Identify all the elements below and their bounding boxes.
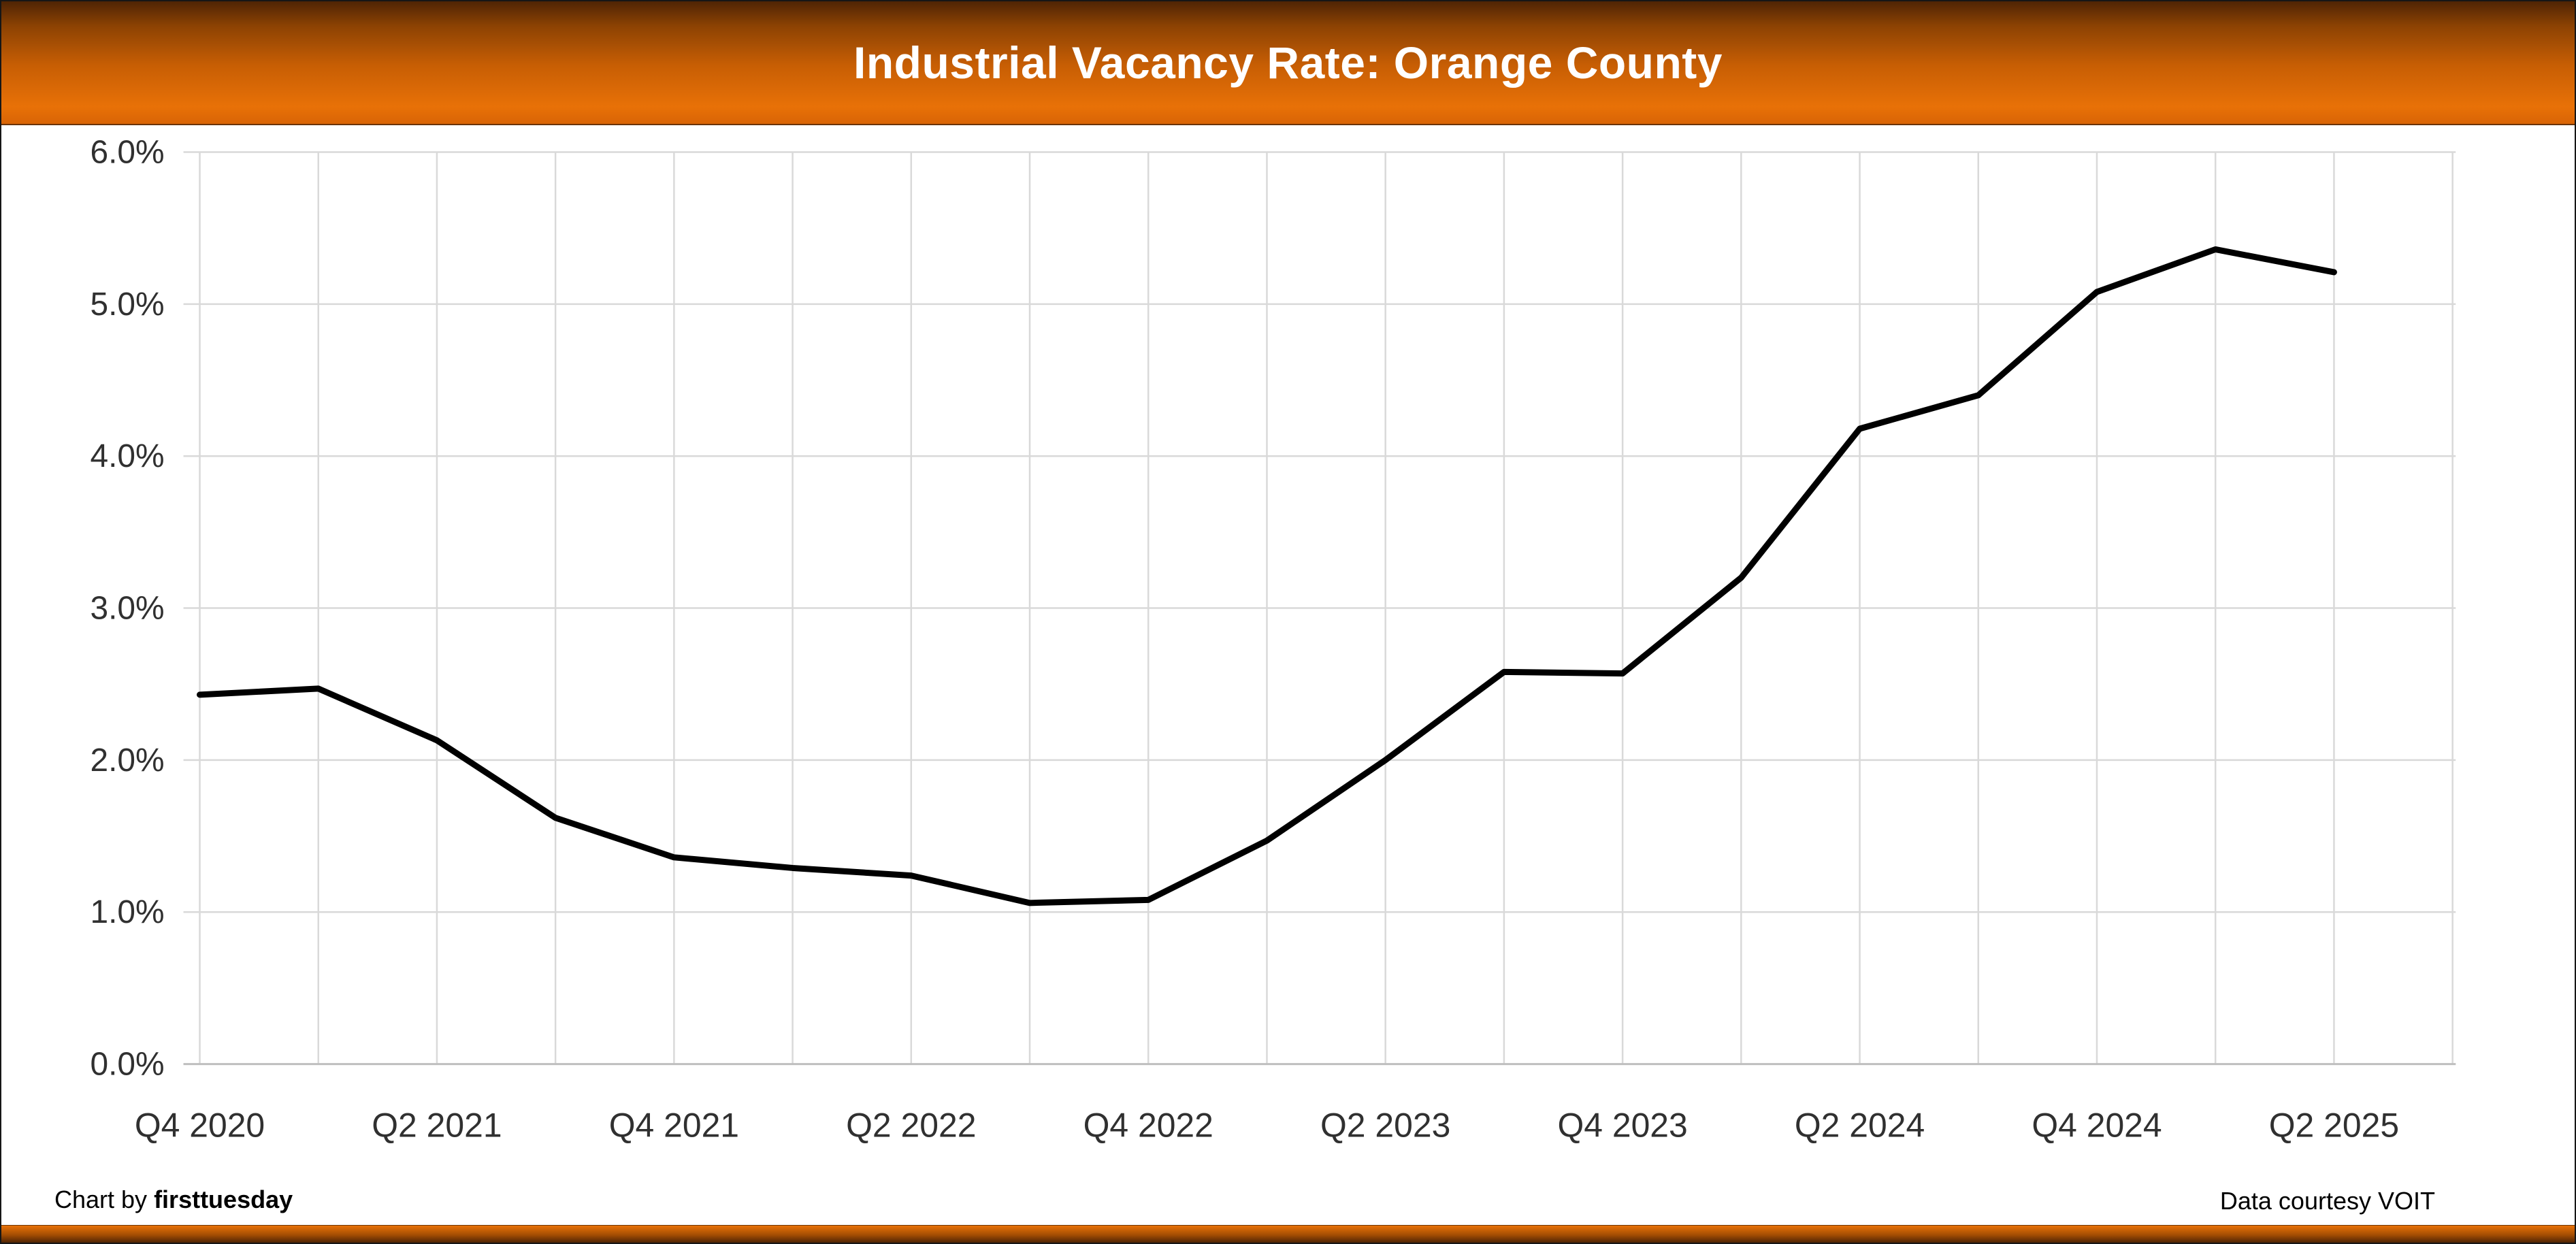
x-tick-label: Q4 2023 bbox=[1557, 1106, 1687, 1144]
chart-credit: Chart by firsttuesday bbox=[54, 1185, 293, 1214]
x-tick-label: Q4 2022 bbox=[1083, 1106, 1213, 1144]
y-tick-label: 1.0% bbox=[90, 894, 164, 930]
y-axis-tick-labels: 0.0% 1.0% 2.0% 3.0% 4.0% 5.0% 6.0% bbox=[90, 134, 164, 1082]
bottom-accent-bar bbox=[1, 1225, 2575, 1243]
x-tick-label: Q2 2021 bbox=[372, 1106, 502, 1144]
x-tick-label: Q4 2021 bbox=[609, 1106, 739, 1144]
chart-title-banner: Industrial Vacancy Rate: Orange County bbox=[1, 1, 2575, 125]
y-tick-label: 5.0% bbox=[90, 287, 164, 323]
vacancy-rate-series-line bbox=[197, 246, 2337, 906]
gridlines bbox=[183, 151, 2456, 1065]
x-tick-label: Q2 2025 bbox=[2269, 1106, 2399, 1144]
x-tick-label: Q4 2020 bbox=[135, 1106, 265, 1144]
chart-credit-prefix: Chart by bbox=[54, 1185, 154, 1213]
y-tick-label: 6.0% bbox=[90, 134, 164, 170]
y-tick-label: 0.0% bbox=[90, 1047, 164, 1083]
x-tick-label: Q2 2024 bbox=[1795, 1106, 1925, 1144]
data-source-credit: Data courtesy VOIT bbox=[2219, 1187, 2435, 1215]
x-tick-label: Q2 2023 bbox=[1320, 1106, 1450, 1144]
y-tick-label: 3.0% bbox=[90, 591, 164, 627]
x-tick-label: Q2 2022 bbox=[846, 1106, 976, 1144]
x-axis-tick-labels: Q4 2020 Q2 2021 Q4 2021 Q2 2022 Q4 2022 Q2 20… bbox=[135, 1106, 2399, 1144]
x-tick-label: Q4 2024 bbox=[2032, 1106, 2162, 1144]
chart-credit-brand: firsttuesday bbox=[154, 1185, 293, 1213]
chart-title: Industrial Vacancy Rate: Orange County bbox=[853, 37, 1723, 88]
y-tick-label: 4.0% bbox=[90, 438, 164, 474]
y-tick-label: 2.0% bbox=[90, 742, 164, 779]
